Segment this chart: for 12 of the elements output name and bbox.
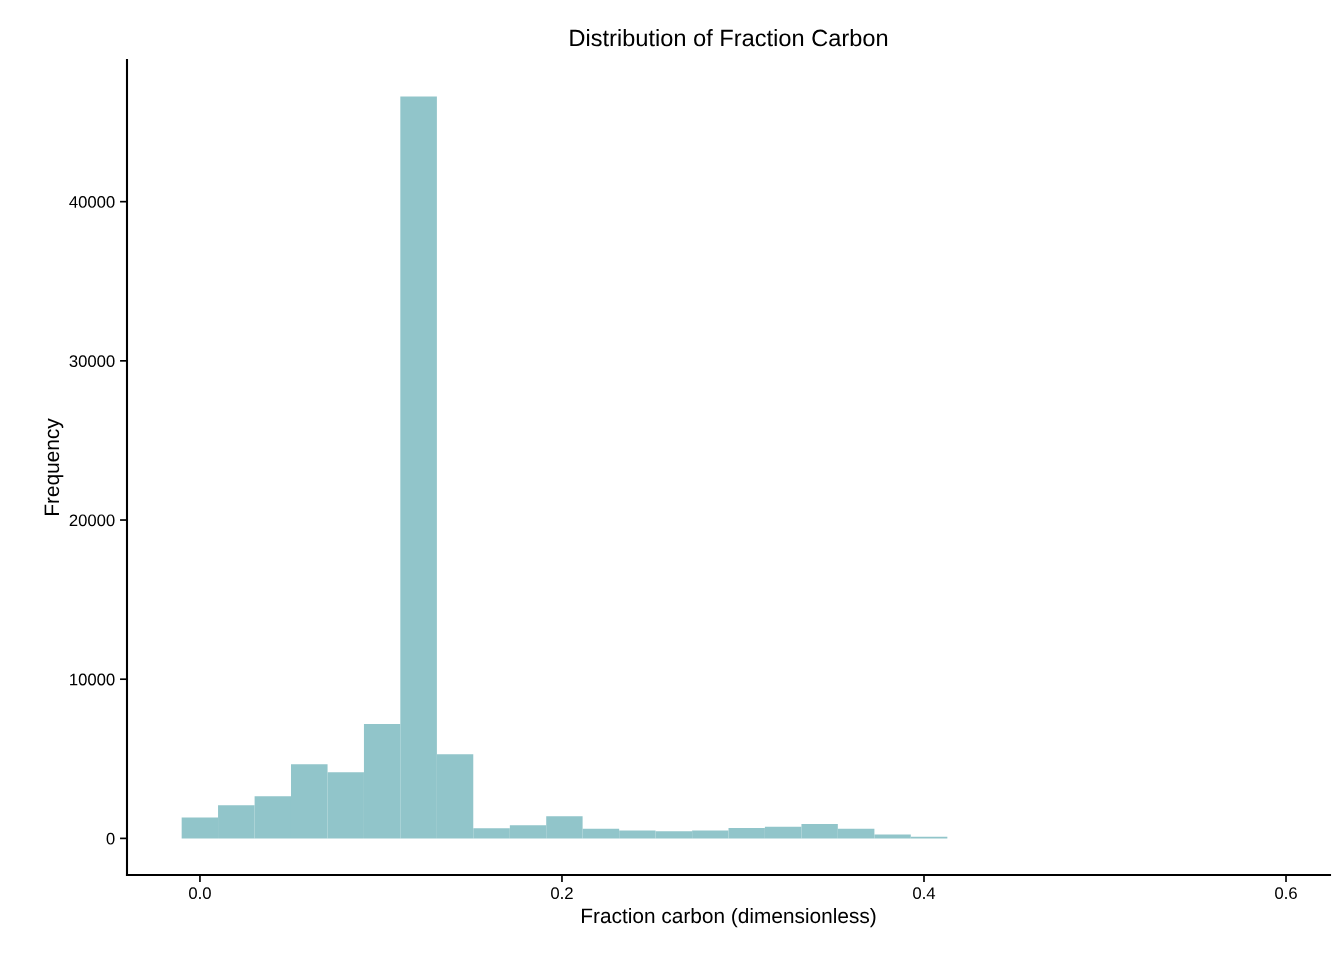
- y-tick-label: 20000: [69, 514, 115, 527]
- x-tick-label: 0.2: [551, 887, 573, 900]
- x-axis-title: Fraction carbon (dimensionless): [582, 907, 876, 928]
- chart-title: Distribution of Fraction Carbon: [570, 29, 888, 47]
- y-tick-label: 0: [106, 832, 115, 845]
- y-tick-label: 30000: [69, 355, 115, 368]
- y-axis-title: Frequency: [44, 418, 64, 515]
- y-tick-label: 40000: [69, 196, 115, 208]
- x-tick-label: 0.6: [1275, 887, 1297, 900]
- x-tick-label: 0.0: [189, 887, 211, 900]
- x-tick-label: 0.4: [913, 887, 936, 900]
- y-tick-label: 10000: [70, 673, 115, 686]
